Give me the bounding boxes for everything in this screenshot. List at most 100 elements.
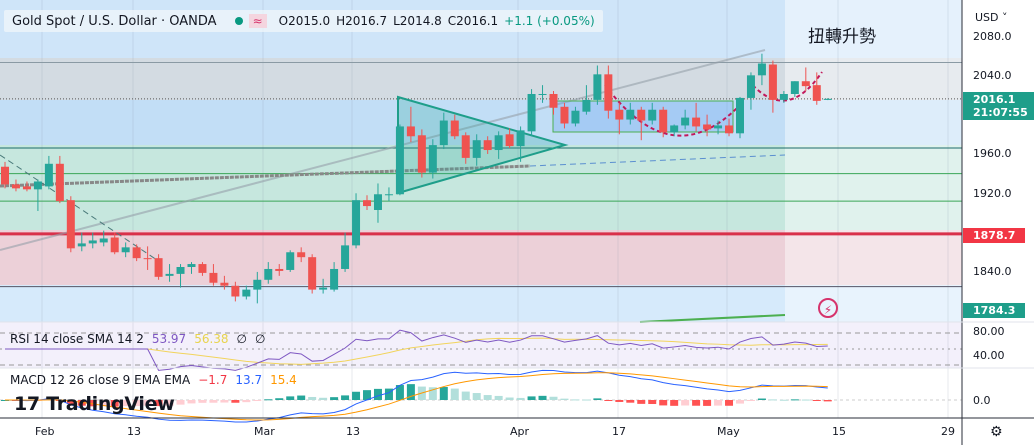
candle-down xyxy=(209,272,218,283)
candle-up xyxy=(44,163,53,187)
candle-down xyxy=(549,93,558,108)
candle-up xyxy=(395,126,404,195)
rsi-extra: ∅ xyxy=(236,332,247,346)
flash-icon[interactable]: ⚡ xyxy=(818,298,838,318)
candle-up xyxy=(648,109,657,121)
candle-down xyxy=(11,184,20,189)
candle-up xyxy=(373,194,382,210)
annotation-text[interactable]: 扭轉升勢 xyxy=(808,27,876,47)
macd-histogram-bar xyxy=(779,399,788,401)
macd-histogram-bar xyxy=(121,400,130,407)
macd-histogram-bar xyxy=(143,400,152,406)
macd-histogram-bar xyxy=(66,400,75,404)
macd-histogram-bar xyxy=(483,395,492,400)
signal-line xyxy=(4,372,828,421)
candle-down xyxy=(637,109,646,121)
macd-histogram-bar xyxy=(450,388,459,400)
candle-down xyxy=(812,85,821,101)
candle-down xyxy=(450,120,459,137)
macd-histogram-bar xyxy=(308,396,317,400)
macd-histogram-bar xyxy=(494,395,503,400)
rsi-legend[interactable]: RSI 14 close SMA 14 2 53.97 56.38 ∅ ∅ xyxy=(10,332,265,346)
symbol-legend[interactable]: Gold Spot / U.S. Dollar · OANDA ≈ O2015.… xyxy=(4,10,603,32)
macd-histogram-bar xyxy=(670,400,679,406)
macd-histogram-bar xyxy=(714,400,723,406)
symbol-title: Gold Spot / U.S. Dollar · OANDA xyxy=(12,13,217,29)
wave-icon[interactable]: ≈ xyxy=(248,14,267,28)
macd-pane xyxy=(0,369,962,423)
macd-histogram-bar xyxy=(571,399,580,401)
projection-line xyxy=(529,154,786,167)
bar-countdown: 21:07:55 xyxy=(973,106,1028,119)
rsi-tick: 40.00 xyxy=(973,349,1005,362)
candle-up xyxy=(626,109,635,120)
future-area-shade xyxy=(785,0,962,322)
downtrend-line xyxy=(0,154,161,263)
settings-gear-icon[interactable]: ⚙ xyxy=(990,424,1003,440)
price-tick: 1960.0 xyxy=(973,147,1012,160)
handle-arc xyxy=(747,71,823,102)
macd-histogram-bar xyxy=(88,400,97,407)
macd-histogram-bar xyxy=(538,395,547,400)
candle-down xyxy=(461,135,470,158)
time-tick: Feb xyxy=(35,425,55,438)
macd-histogram-bar xyxy=(176,400,185,405)
macd-legend[interactable]: MACD 12 26 close 9 EMA EMA −1.7 13.7 15.… xyxy=(10,373,297,387)
candle-down xyxy=(1,166,9,185)
candle-up xyxy=(330,268,339,290)
macd-histogram-bar xyxy=(757,398,766,400)
rsi-pane xyxy=(0,329,962,371)
candle-down xyxy=(406,126,415,137)
macd-histogram-bar xyxy=(319,397,328,400)
candle-up xyxy=(582,99,591,112)
macd-histogram-bar xyxy=(823,400,832,402)
macd-histogram-bar xyxy=(615,400,624,402)
candle-up xyxy=(319,287,328,290)
macd-histogram-bar xyxy=(373,388,382,400)
candle-up xyxy=(790,81,799,94)
candle-down xyxy=(801,81,810,87)
candle-up xyxy=(88,240,97,244)
macd-histogram-bar xyxy=(297,395,306,400)
candle-down xyxy=(417,135,426,173)
candle-down xyxy=(768,64,777,100)
macd-histogram-bar xyxy=(637,400,646,404)
macd-histogram-bar xyxy=(77,400,86,406)
macd-histogram-bar xyxy=(560,398,569,400)
candle-down xyxy=(505,134,514,147)
macd-histogram-bar xyxy=(681,400,690,406)
candle-down xyxy=(363,200,372,207)
macd-value: 13.7 xyxy=(235,373,263,387)
macd-histogram-bar xyxy=(812,400,821,401)
macd-hist-value: −1.7 xyxy=(198,373,228,387)
macd-histogram-bar xyxy=(746,400,755,401)
trend-line xyxy=(0,49,766,251)
candle-up xyxy=(176,267,185,274)
zone-band xyxy=(0,100,962,145)
macd-tick: 0.0 xyxy=(973,394,991,407)
candle-up xyxy=(286,252,295,270)
candle-up xyxy=(571,110,580,124)
close-value: C2016.1 xyxy=(447,14,499,28)
macd-histogram-bar xyxy=(132,400,141,407)
candle-up xyxy=(538,93,547,95)
rsi-label: RSI 14 close SMA 14 2 xyxy=(10,332,144,346)
time-tick: 13 xyxy=(127,425,141,438)
macd-histogram-bar xyxy=(659,400,668,406)
currency-selector[interactable]: USD ˅ xyxy=(975,11,1008,24)
tradingview-logo[interactable]: 17 TradingView xyxy=(14,393,175,415)
current-price-tag: 2016.1 21:07:55 xyxy=(963,92,1034,120)
macd-histogram-bar xyxy=(275,398,284,400)
macd-histogram-bar xyxy=(505,397,514,400)
macd-histogram-bar xyxy=(735,400,744,404)
macd-histogram-bar xyxy=(527,396,536,400)
rsi-line xyxy=(5,329,828,371)
time-tick: 15 xyxy=(832,425,846,438)
rsi-value: 53.97 xyxy=(151,332,187,346)
market-status-icon xyxy=(234,17,243,25)
macd-histogram-bar xyxy=(604,400,613,401)
rsi-tick: 80.00 xyxy=(973,325,1005,338)
macd-histogram-bar xyxy=(253,400,262,401)
low-value: L2014.8 xyxy=(393,14,442,28)
